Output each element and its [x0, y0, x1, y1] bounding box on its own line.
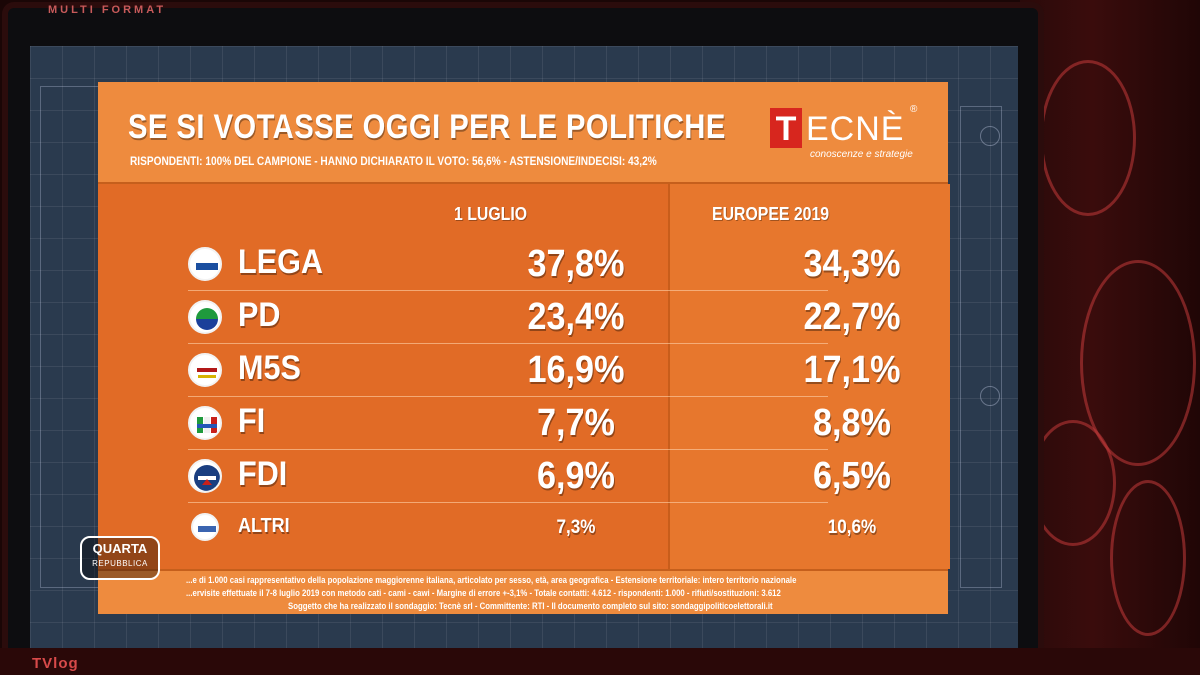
tv-monitor: MULTI FORMAT SE SI VOTASSE OGGI PER LE P… [8, 4, 1038, 658]
fdi-logo-icon [188, 459, 222, 493]
tvlog-watermark: TVlog [32, 655, 79, 672]
table-row: M5S 16,9% 17,1% [188, 344, 900, 397]
poll-graphic: SE SI VOTASSE OGGI PER LE POLITICHE RISP… [98, 82, 950, 614]
row-divider [188, 343, 828, 344]
channel-logo-line1: QUARTA [92, 541, 148, 556]
m5s-logo-icon [188, 353, 222, 387]
footer-line: ...ervisite effettuate il 7-8 luglio 201… [186, 588, 781, 599]
cable-decoration [1030, 420, 1116, 546]
value-europee: 6,5% [813, 455, 891, 497]
value-current: 6,9% [537, 455, 615, 497]
value-europee: 8,8% [813, 402, 891, 444]
studio-background [1020, 0, 1200, 675]
value-current: 7,3% [556, 517, 596, 538]
value-current: 37,8% [527, 243, 625, 285]
column-header-current: 1 LUGLIO [454, 204, 528, 224]
broadcast-screen: SE SI VOTASSE OGGI PER LE POLITICHE RISP… [30, 46, 1018, 648]
pd-logo-icon [188, 300, 222, 334]
altri-logo-icon [191, 513, 219, 541]
bottom-bar [0, 648, 1200, 675]
value-europee: 10,6% [827, 517, 877, 538]
value-current: 7,7% [537, 402, 615, 444]
methodology-footer: ...e di 1.000 casi rappresentativo della… [98, 569, 948, 614]
column-header-europee: EUROPEE 2019 [712, 204, 830, 224]
table-row: ALTRI 7,3% 10,6% [188, 503, 876, 555]
cable-decoration [1110, 480, 1186, 636]
tecne-tagline: conoscenze e strategie [810, 149, 913, 160]
background-line [960, 106, 1002, 588]
monitor-brand-label: MULTI FORMAT [48, 4, 167, 16]
row-divider [188, 290, 828, 291]
value-current: 23,4% [527, 296, 625, 338]
tecne-logo-text: ECNÈ [806, 110, 905, 148]
registered-icon: ® [910, 104, 918, 115]
tecne-logo-mark: T [770, 108, 802, 148]
row-divider [188, 502, 828, 503]
party-name: M5S [238, 349, 301, 387]
channel-logo-line2: REPUBBLICA [92, 559, 148, 568]
party-name: FDI [238, 455, 288, 493]
poll-title: SE SI VOTASSE OGGI PER LE POLITICHE [128, 108, 726, 146]
lega-logo-icon [188, 247, 222, 281]
cable-decoration [1040, 60, 1136, 216]
footer-line: ...e di 1.000 casi rappresentativo della… [186, 575, 797, 586]
row-divider [188, 396, 828, 397]
quarta-repubblica-logo: QUARTA REPUBBLICA [80, 536, 160, 580]
table-row: FI 7,7% 8,8% [188, 397, 891, 450]
value-europee: 17,1% [803, 349, 901, 391]
poll-subtitle: RISPONDENTI: 100% DEL CAMPIONE - HANNO D… [130, 156, 657, 168]
footer-line: Soggetto che ha realizzato il sondaggio:… [288, 601, 773, 612]
column-europee-background [668, 184, 950, 569]
value-europee: 22,7% [803, 296, 901, 338]
fi-logo-icon [188, 406, 222, 440]
value-current: 16,9% [527, 349, 625, 391]
table-row: FDI 6,9% 6,5% [188, 450, 891, 503]
party-name: ALTRI [238, 515, 290, 537]
value-europee: 34,3% [803, 243, 901, 285]
party-name: LEGA [238, 243, 324, 281]
background-dial-icon [980, 386, 1000, 406]
poll-header: SE SI VOTASSE OGGI PER LE POLITICHE RISP… [98, 82, 948, 184]
row-divider [188, 449, 828, 450]
table-row: PD 23,4% 22,7% [188, 291, 900, 344]
party-name: FI [238, 402, 266, 440]
tecne-logo: T ECNÈ ® conoscenze e strategie [770, 104, 940, 170]
table-row: LEGA 37,8% 34,3% [188, 238, 900, 291]
party-name: PD [238, 296, 281, 334]
background-dial-icon [980, 126, 1000, 146]
background-line [40, 86, 102, 588]
cable-decoration [1080, 260, 1196, 466]
